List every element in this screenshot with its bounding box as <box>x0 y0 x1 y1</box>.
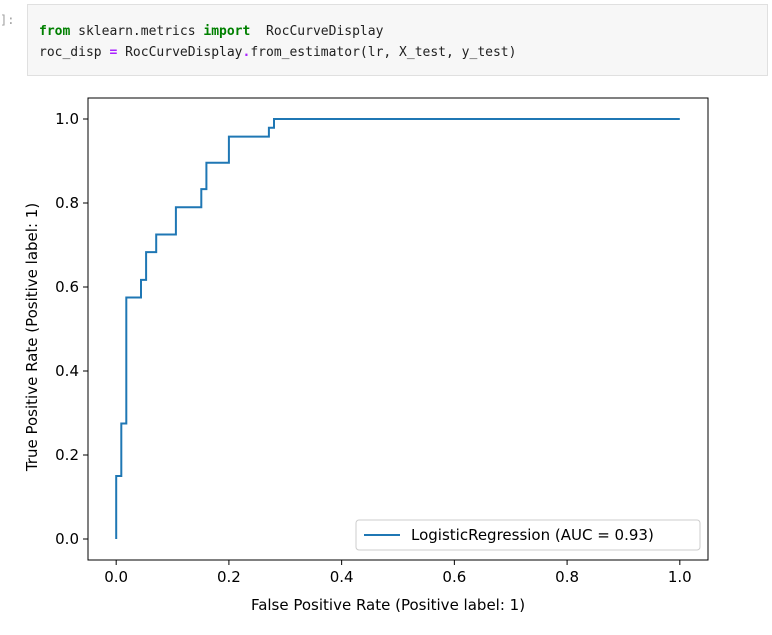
dot-operator: . <box>242 45 251 60</box>
x-tick-label: 0.0 <box>104 568 128 586</box>
y-tick-label: 0.6 <box>55 278 79 296</box>
roc-chart: 0.0 0.2 0.4 0.6 0.8 1.0 0.0 0.2 0.4 0.6 0.8 1.0 Fals… <box>23 97 709 614</box>
legend-label: LogisticRegression (AUC = 0.93) <box>411 526 654 544</box>
x-axis-label: False Positive Rate (Positive label: 1) <box>251 596 525 614</box>
y-tick-label: 0.8 <box>55 194 79 212</box>
call-object: RocCurveDisplay <box>117 45 243 60</box>
cell-prompt: ]: <box>0 13 15 27</box>
roc-curve-line <box>115 118 680 539</box>
line-2: roc_disp = RocCurveDisplay.from_estimato… <box>39 45 516 60</box>
y-tick-label: 0.0 <box>55 530 79 548</box>
legend-box <box>355 519 701 551</box>
y-axis-label: True Positive Rate (Positive label: 1) <box>23 203 41 472</box>
call-method: from_estimator(lr, X_test, y_test) <box>250 45 517 60</box>
assign-target: roc_disp <box>39 45 110 60</box>
y-tick-label: 0.4 <box>55 362 79 380</box>
axes-frame <box>87 97 709 561</box>
x-tick-label: 0.4 <box>330 568 354 586</box>
keyword-import: import <box>203 24 251 39</box>
x-tick-label: 0.8 <box>555 568 579 586</box>
x-tick-label: 1.0 <box>668 568 692 586</box>
module-name: sklearn.metrics <box>70 24 204 39</box>
x-tick-label: 0.6 <box>442 568 466 586</box>
y-tick-label: 1.0 <box>55 110 79 128</box>
assign-operator: = <box>109 45 118 60</box>
code-editor[interactable]: from sklearn.metrics import RocCurveDisp… <box>39 21 516 63</box>
keyword-from: from <box>39 24 71 39</box>
line-1: from sklearn.metrics import RocCurveDisp… <box>39 24 383 39</box>
imported-name: RocCurveDisplay <box>250 24 384 39</box>
x-tick-label: 0.2 <box>217 568 241 586</box>
plot-output: 0.0 0.2 0.4 0.6 0.8 1.0 0.0 0.2 0.4 0.6 0.8 1.0 Fals… <box>0 78 772 635</box>
code-cell[interactable]: from sklearn.metrics import RocCurveDisp… <box>27 4 768 76</box>
y-tick-label: 0.2 <box>55 446 79 464</box>
